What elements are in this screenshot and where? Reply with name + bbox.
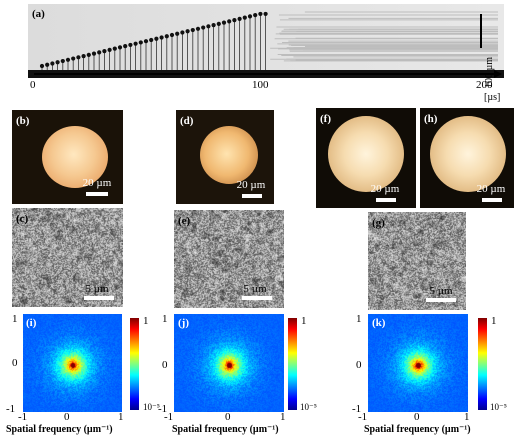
sem-scale-bar-g [426, 298, 456, 302]
panel-label-f: (f) [320, 113, 331, 125]
panel-label-g: (g) [372, 217, 385, 229]
x-tick-mid-k: 0 [414, 411, 420, 423]
x-tick-left-i: -1 [18, 411, 28, 423]
sem-scale-label-e: 5 µm [243, 283, 267, 295]
colorbar-min-i: 10⁻⁵ [143, 402, 160, 412]
sem-panel-e: (e) 5 µm [174, 210, 284, 308]
photo-scale-bar-h [482, 198, 502, 202]
sem-scale-label-g: 5 µm [429, 285, 453, 297]
photo-scale-bar-d [242, 194, 262, 198]
axis-tick-200: 200 [476, 79, 493, 91]
y-tick-bottom-j: -1 [158, 403, 168, 415]
x-axis-label-k: Spatial frequency (µm⁻¹) [364, 424, 471, 435]
y-tick-top: 1 [12, 313, 18, 325]
y-tick-mid: 0 [12, 357, 18, 369]
x-tick-left-k: -1 [358, 411, 368, 423]
colorbar-k [478, 318, 487, 410]
y-tick-bottom-k: -1 [352, 403, 362, 415]
panel-label-k: (k) [372, 317, 386, 329]
panel-label-c: (c) [16, 213, 29, 225]
x-axis-label-i: Spatial frequency (µm⁻¹) [6, 424, 113, 435]
speckle-disk [328, 116, 404, 192]
axis-tick-100: 100 [252, 79, 269, 91]
spectrum-panel-j: (j) [174, 314, 284, 412]
x-tick-right-j: 1 [280, 411, 286, 423]
colorbar-max-i: 1 [143, 315, 149, 327]
sem-scale-bar-e [242, 296, 272, 300]
sem-scale-label-c: 5 µm [85, 283, 109, 295]
colorbar-max-j: 1 [301, 315, 307, 327]
colorbar-max-k: 1 [491, 315, 497, 327]
y-tick-mid-k: 0 [356, 359, 362, 371]
panel-label-d: (d) [180, 115, 194, 127]
sem-scale-bar-c [84, 296, 114, 300]
panel-a: (a) 100 µm 0 100 200 [28, 4, 504, 96]
speckle-texture [174, 210, 284, 308]
sem-panel-c: (c) 5 µm [12, 208, 123, 307]
speckle-disk [42, 126, 108, 188]
speckle-disk [200, 126, 258, 184]
spatial-frequency-map [368, 314, 468, 412]
x-tick-mid-j: 0 [225, 411, 231, 423]
photo-scale-bar-f [376, 198, 396, 202]
x-axis-label-j: Spatial frequency (µm⁻¹) [172, 424, 279, 435]
x-tick-mid-i: 0 [64, 411, 70, 423]
x-tick-left-j: -1 [164, 411, 174, 423]
time-axis [34, 70, 502, 78]
scale-bar-vertical [480, 14, 482, 48]
spectrum-panel-k: (k) [368, 314, 468, 412]
photo-scale-bar-b [86, 192, 108, 196]
photo-scale-label-d: 20 µm [236, 179, 266, 191]
y-tick-top-j: 1 [162, 313, 168, 325]
axis-tick-0: 0 [30, 79, 36, 91]
spatial-frequency-map [174, 314, 284, 412]
axis-unit: [µs] [484, 92, 501, 103]
panel-label-e: (e) [178, 215, 191, 227]
spectrum-panel-i: (i) 1 0 -1 [6, 313, 124, 415]
photo-panel-h: (h) 20 µm [420, 108, 514, 208]
speckle-texture [368, 212, 466, 310]
photo-panel-d: (d) 20 µm [176, 110, 274, 204]
colorbar-j [288, 318, 297, 410]
panel-label-i: (i) [26, 317, 37, 329]
sem-panel-g: (g) 5 µm [368, 212, 466, 310]
photo-scale-label-h: 20 µm [476, 183, 506, 195]
speckle-disk [430, 116, 506, 192]
colorbar-min-k: 10⁻⁵ [490, 402, 507, 412]
y-tick-top-k: 1 [356, 313, 362, 325]
x-tick-right-i: 1 [118, 411, 124, 423]
panel-label-a: (a) [32, 8, 45, 20]
spatial-frequency-map [23, 314, 122, 412]
colorbar-min-j: 10⁻⁵ [300, 402, 317, 412]
photo-scale-label-b: 20 µm [82, 177, 112, 189]
photo-panel-f: (f) 20 µm [316, 108, 416, 208]
photo-panel-b: (b) 20 µm [12, 110, 123, 204]
photo-scale-label-f: 20 µm [370, 183, 400, 195]
y-tick-bottom: -1 [6, 403, 16, 415]
y-tick-mid-j: 0 [162, 359, 168, 371]
x-tick-right-k: 1 [464, 411, 470, 423]
panel-label-b: (b) [16, 115, 30, 127]
panel-label-h: (h) [424, 113, 438, 125]
speckle-texture [12, 208, 123, 307]
panel-label-j: (j) [178, 317, 189, 329]
colorbar-i [130, 318, 139, 410]
